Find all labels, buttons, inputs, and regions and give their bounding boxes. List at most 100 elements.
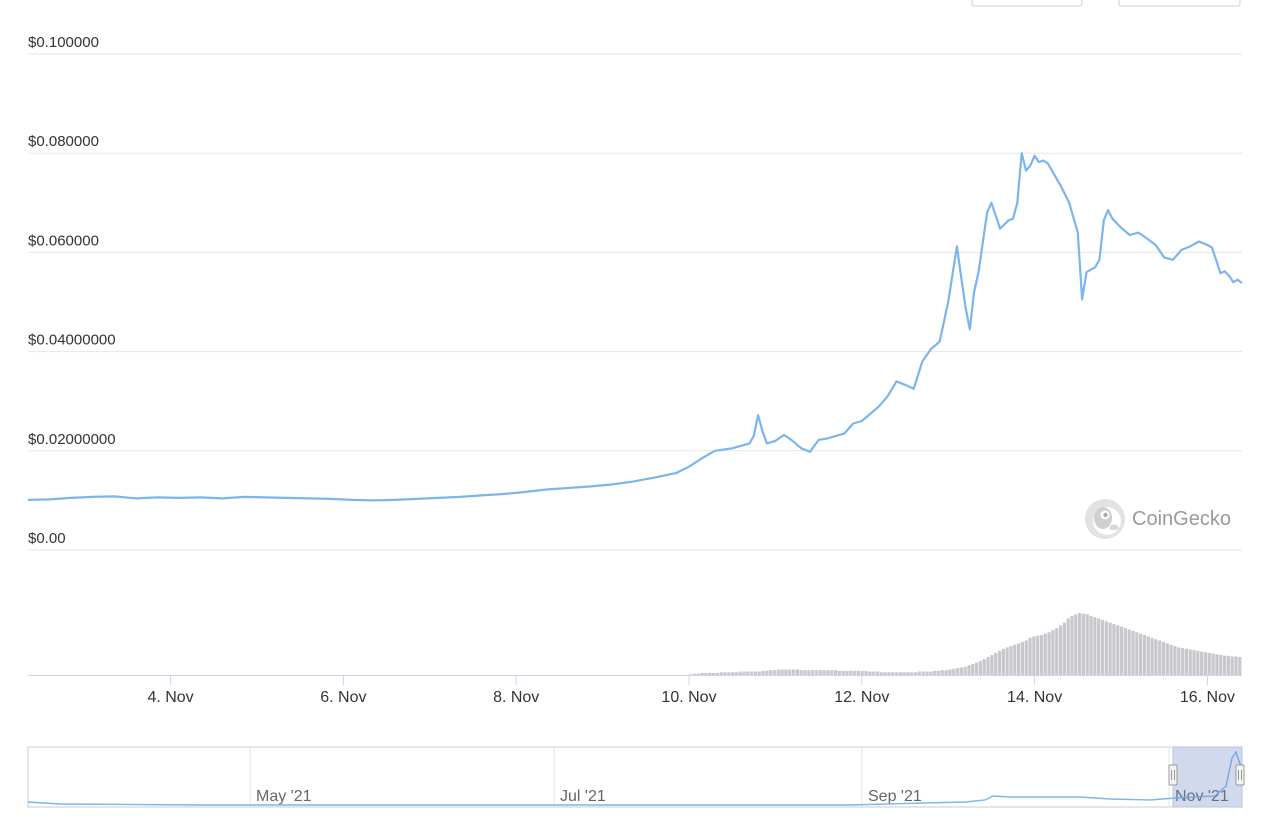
volume-bar (994, 652, 998, 675)
volume-bar (803, 670, 807, 675)
volume-bar (837, 670, 841, 675)
volume-bar (955, 668, 960, 675)
y-tick-label: $0.02000000 (28, 431, 116, 448)
volume-bar (948, 669, 952, 675)
x-tick-label: 6. Nov (320, 689, 366, 706)
toolbar-button-1[interactable] (971, 0, 1083, 7)
volume-bar (727, 672, 731, 675)
x-tick-label: 10. Nov (661, 689, 716, 706)
volume-bar (841, 670, 845, 675)
volume-bar (875, 671, 880, 675)
y-tick-label: $0.00 (28, 530, 66, 547)
volume-bar (1150, 637, 1154, 675)
price-series[interactable] (27, 152, 1243, 502)
toolbar-button-2[interactable] (1118, 0, 1241, 7)
volume-bar (975, 662, 979, 675)
volume-bar (833, 670, 838, 675)
volume-bar (814, 670, 819, 675)
volume-bar (1108, 622, 1112, 675)
volume-bar (1005, 647, 1009, 675)
volume-bar (864, 670, 868, 675)
volume-bar (845, 670, 849, 675)
volume-bar (1104, 621, 1108, 675)
navigator-frame (27, 746, 1243, 808)
x-tick-label: 12. Nov (834, 689, 889, 706)
volume-bar (1051, 630, 1055, 675)
volume-bars (689, 613, 1242, 675)
volume-bar (944, 670, 948, 675)
volume-bar (898, 672, 902, 675)
x-tick-label: 8. Nov (493, 689, 539, 706)
volume-bar (822, 670, 826, 675)
volume-bar (1135, 632, 1139, 675)
volume-bar (708, 672, 712, 675)
volume-bar (776, 669, 780, 675)
volume-bar (1119, 626, 1124, 675)
volume-bar (1009, 646, 1013, 675)
volume-bar (769, 670, 773, 675)
volume-bar (1070, 615, 1074, 675)
volume-bar (700, 672, 704, 675)
volume-bar (1142, 635, 1147, 675)
volume-bar (753, 671, 758, 675)
volume-bar (1238, 657, 1242, 675)
volume-bar (1055, 628, 1059, 675)
navigator-left-handle[interactable] (1168, 764, 1178, 786)
volume-bar (811, 670, 815, 675)
volume-bar (1028, 637, 1032, 675)
volume-bar (788, 669, 792, 675)
y-tick-label: $0.080000 (28, 133, 99, 150)
brand-name: CoinGecko (1132, 508, 1231, 530)
volume-bar (929, 671, 933, 675)
volume-bar (1024, 640, 1028, 675)
volume-bar (1123, 628, 1127, 675)
volume-bar (1188, 649, 1192, 675)
volume-bar (887, 672, 891, 675)
volume-bar (914, 672, 918, 675)
volume-bar (1203, 652, 1208, 675)
volume-bar (742, 671, 746, 675)
price-line[interactable] (27, 152, 1243, 502)
volume-bar (1043, 633, 1047, 675)
volume-bar (734, 672, 738, 675)
grid-lines (28, 53, 1242, 551)
volume-bar (780, 669, 784, 675)
navigator-series (27, 750, 1243, 806)
volume-bar (917, 671, 922, 675)
volume-bar (746, 671, 750, 675)
volume-bar (1066, 618, 1070, 675)
volume-bar (894, 672, 899, 675)
volume-bar (1184, 648, 1188, 675)
volume-bar (1177, 647, 1181, 675)
volume-bar (1226, 655, 1230, 675)
volume-bar (849, 670, 853, 675)
volume-bar (1215, 654, 1219, 675)
navigator-selection[interactable] (1172, 746, 1243, 808)
volume-bar (689, 674, 693, 675)
volume-bar (1211, 653, 1215, 675)
x-axis: 4. Nov 6. Nov 8. Nov 10. Nov 12. Nov 14. Nov 1… (28, 675, 1242, 706)
volume-bar (1062, 622, 1066, 675)
volume-bar (1020, 641, 1025, 675)
volume-bar (1089, 615, 1093, 675)
volume-bar (868, 671, 872, 675)
volume-bar (1036, 635, 1040, 675)
x-tick-label: 16. Nov (1180, 689, 1235, 706)
volume-bar (967, 665, 971, 675)
gecko-logo-icon (1085, 499, 1125, 539)
navigator-right-handle[interactable] (1235, 764, 1245, 786)
volume-bar (1200, 651, 1204, 675)
volume-bar (990, 655, 994, 675)
volume-bar (807, 670, 811, 675)
volume-bar (1081, 613, 1086, 675)
y-tick-label: $0.100000 (28, 34, 99, 51)
volume-bar (891, 672, 895, 675)
volume-bar (971, 663, 975, 675)
volume-bar (925, 671, 929, 675)
volume-bar (1161, 641, 1166, 675)
volume-bar (986, 657, 990, 675)
volume-bar (1207, 652, 1211, 675)
